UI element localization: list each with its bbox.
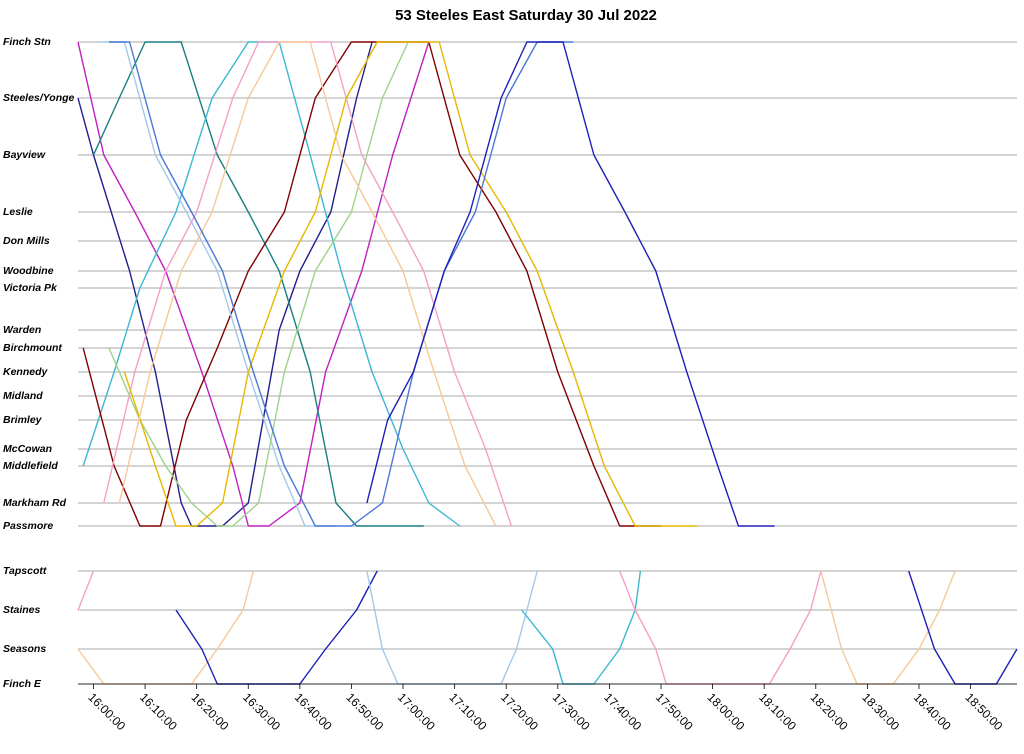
trip-lines (77, 41, 1018, 685)
x-tick-label: 16:50:00 (343, 690, 386, 733)
stop-label: Tapscott (3, 565, 47, 577)
stop-labels: Finch Stn Steeles/Yonge Bayview Leslie Don M… (3, 36, 75, 690)
x-tick-label: 18:40:00 (911, 690, 954, 733)
stop-label: Leslie (3, 206, 33, 218)
x-tick-label: 16:00:00 (85, 690, 128, 733)
x-tick-label: 17:30:00 (550, 690, 593, 733)
trip-line-9 (118, 41, 497, 527)
stop-label: Passmore (3, 520, 53, 532)
stop-label: Warden (3, 324, 41, 336)
trip-line-10 (109, 41, 574, 527)
x-tick-label: 18:30:00 (859, 690, 902, 733)
x-tick-label: 18:00:00 (704, 690, 747, 733)
x-tick-label: 17:20:00 (498, 690, 541, 733)
branch-trip-line-6 (820, 570, 956, 685)
stop-label: Markham Rd (3, 497, 67, 509)
x-tick-label: 17:50:00 (653, 690, 696, 733)
stop-label: Woodbine (3, 265, 54, 277)
x-tick-label: 18:50:00 (962, 690, 1005, 733)
stop-label: Midland (3, 390, 43, 402)
x-tick-label: 17:40:00 (601, 690, 644, 733)
x-tick-label: 18:20:00 (808, 690, 851, 733)
stop-label: Seasons (3, 643, 46, 655)
trip-line-3 (82, 41, 461, 527)
stop-label: Brimley (3, 414, 43, 426)
x-tick-label: 17:00:00 (395, 690, 438, 733)
chart-title: 53 Steeles East Saturday 30 Jul 2022 (395, 7, 657, 24)
branch-trip-line-7 (908, 570, 1018, 685)
x-tick-label: 16:30:00 (240, 690, 283, 733)
x-tick-label: 16:20:00 (189, 690, 232, 733)
trip-line-7 (103, 41, 513, 527)
stop-label: Kennedy (3, 366, 49, 378)
stop-label: Don Mills (3, 235, 50, 247)
trip-line-6 (108, 41, 409, 527)
trip-line-8 (123, 41, 698, 527)
x-tick-label: 16:40:00 (292, 690, 335, 733)
stop-label: Bayview (3, 149, 46, 161)
trip-line-5 (98, 41, 336, 527)
branch-trip-line-0 (77, 570, 95, 611)
trip-line-4 (82, 41, 661, 527)
x-axis: 16:00:00 16:10:00 16:20:00 16:30:00 16:40:00… (78, 683, 1017, 733)
branch-trip-line-3 (366, 570, 538, 685)
stop-label: Staines (3, 604, 41, 616)
branch-trip-line-4 (521, 570, 642, 685)
trip-line-11 (366, 41, 775, 527)
stop-label: Finch E (3, 678, 42, 690)
branch-trip-line-2 (175, 570, 378, 685)
branch-trip-line-5 (619, 570, 822, 685)
trip-line-2 (92, 41, 424, 527)
stop-label: Finch Stn (3, 36, 51, 48)
x-tick-label: 18:10:00 (756, 690, 799, 733)
x-tick-label: 16:10:00 (137, 690, 180, 733)
x-tick-label: 17:10:00 (447, 690, 490, 733)
stop-gridlines (78, 41, 1017, 685)
stop-label: Middlefield (3, 460, 58, 472)
trip-line-1 (77, 41, 430, 527)
trip-line-0 (77, 41, 373, 527)
stop-label: Steeles/Yonge (3, 92, 75, 104)
stop-label: Birchmount (3, 342, 62, 354)
branch-trip-line-1 (77, 570, 255, 685)
stop-label: McCowan (3, 443, 52, 455)
stop-label: Victoria Pk (3, 282, 58, 294)
